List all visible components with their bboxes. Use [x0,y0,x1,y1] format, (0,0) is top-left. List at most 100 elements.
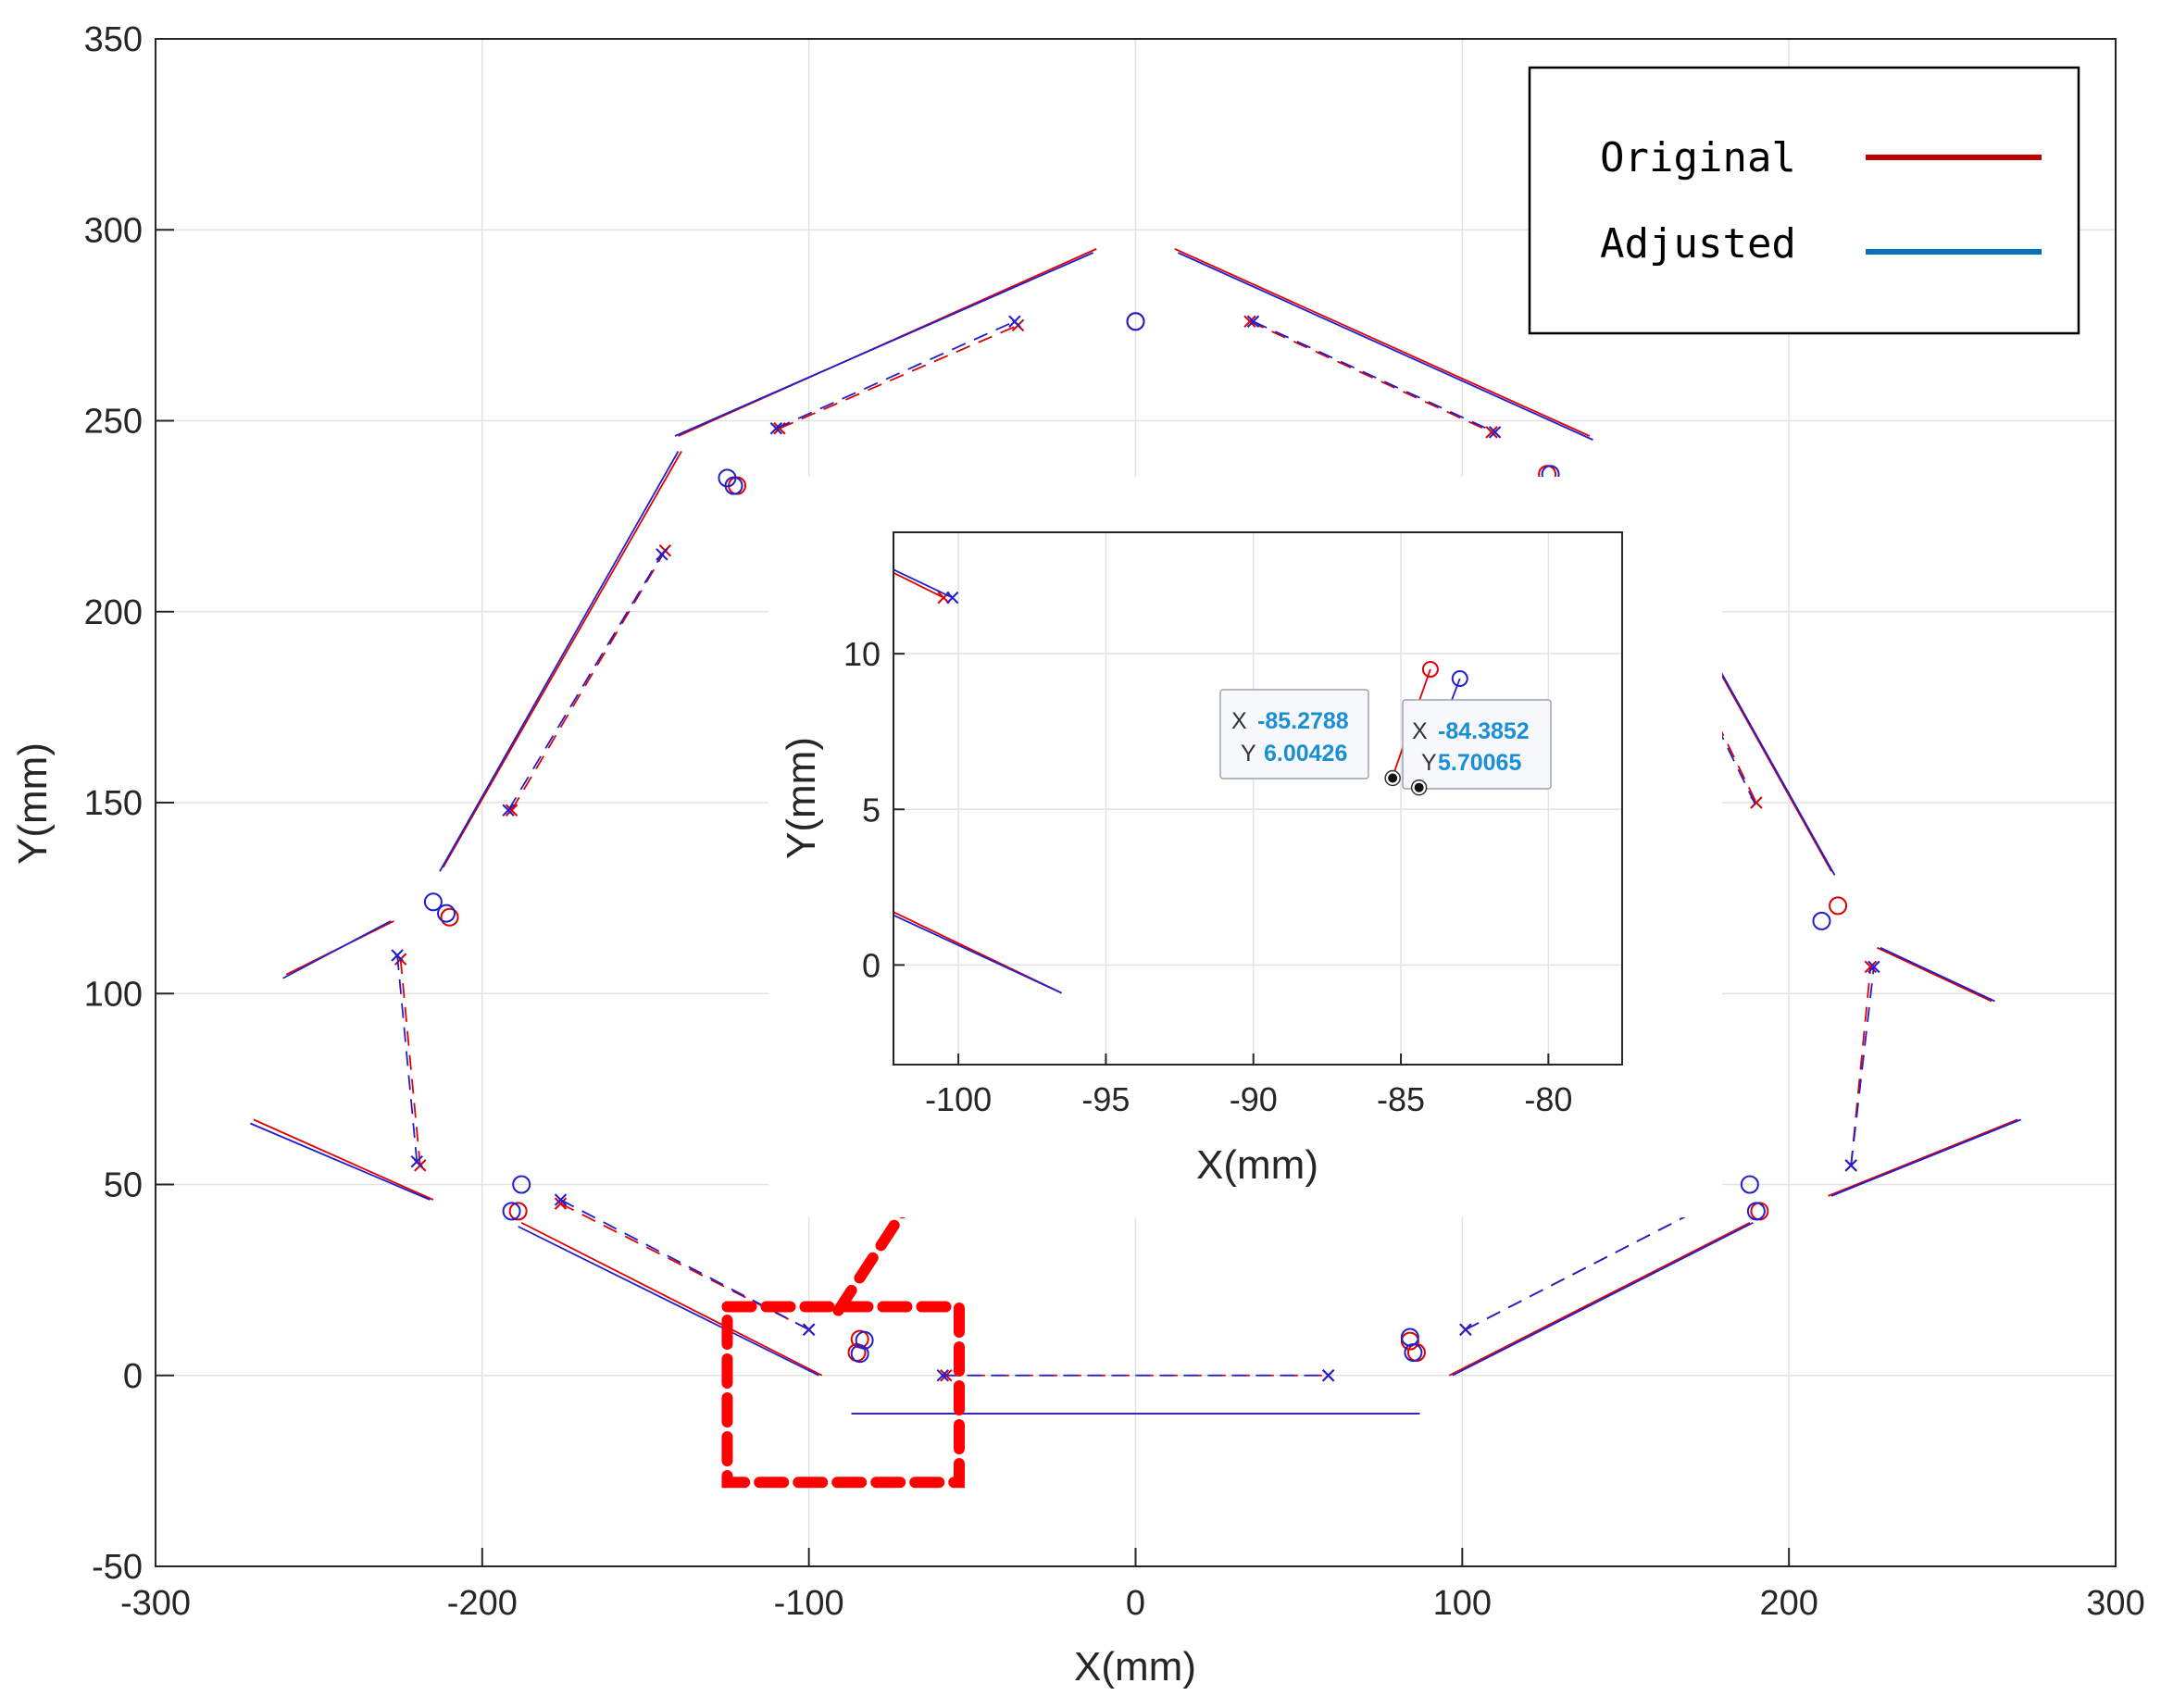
datatip-adjusted-x-key: X [1412,718,1428,744]
adjusted-circle-marker [512,1175,531,1194]
adjusted-dashed-segment [396,954,418,1162]
adjusted-cross-marker [1459,1323,1472,1336]
adjusted-solid-segment [674,252,1093,437]
adjusted-dashed-segment [1716,726,1757,807]
main-y-tick-label: 300 [84,211,143,250]
inset-original-cross-marker [937,591,950,605]
inset-adjusted-segment [893,568,954,599]
inset-adjusted-segment [893,914,1062,994]
datatip-points [1384,769,1428,796]
datatip-adjusted-box [1402,699,1552,790]
inset-axes: -100 -95 -90 -85 -80 0 5 10 X(mm) Y(mm) X -85.… [768,477,1722,1217]
legend: Original Adjusted [1528,66,2080,335]
adjusted-circle-marker [850,1344,869,1364]
inset-y-axis-label: Y(mm) [779,737,824,859]
adjusted-cross-marker [1008,315,1021,328]
adjusted-dashed-segment [1253,320,1495,433]
inset-original-segment [893,571,944,599]
inset-x-tick-label: -100 [925,1080,992,1118]
inset-x-tick-label: -90 [1230,1080,1278,1118]
legend-label-adjusted: Adjusted [1600,220,1796,268]
main-x-ticks: -300 -200 -100 0 100 200 300 [120,1548,2145,1623]
inset-adjusted-circle-marker [1451,670,1468,688]
adjusted-cross-marker [802,1323,816,1336]
original-circle-marker [508,1202,528,1221]
datatip-original-box [1219,689,1369,779]
inset-datatips: X -85.2788 Y 6.00426 X -84.3852 Y 5.7006… [1219,689,1552,796]
main-series [249,248,2022,1415]
inset-y-ticks: 0 5 10 [843,635,905,984]
original-dashed-segment [399,959,421,1166]
series-adjusted [249,252,2022,1415]
datatip-adjusted-x-value: -84.3852 [1438,718,1530,744]
original-solid-segment [1828,1118,2018,1197]
main-y-tick-label: 150 [84,784,143,823]
datatip-original-y-key: Y [1241,741,1256,767]
original-circle-marker [1829,896,1848,916]
datatip-marker-dot[interactable] [1388,773,1398,783]
adjusted-circle-marker [423,892,443,912]
main-x-tick-label: 100 [1433,1584,1492,1623]
main-x-tick-label: -100 [774,1584,844,1623]
datatip-original-x-key: X [1231,708,1247,734]
main-y-tick-label: 350 [84,20,143,59]
original-solid-segment [1174,248,1591,437]
main-y-tick-label: 250 [84,403,143,442]
adjusted-circle-marker [1746,1202,1766,1221]
original-solid-segment [442,451,682,868]
original-dashed-segment [1249,320,1493,433]
original-cross-marker [554,1197,568,1210]
inset-x-axis-label: X(mm) [1196,1142,1318,1188]
datatip-adjusted[interactable]: X -84.3852 Y 5.70065 [1402,699,1552,790]
original-dashed-segment [779,324,1018,430]
original-cross-marker [1864,960,1878,974]
adjusted-dashed-segment [507,554,663,811]
inset-plot-border [893,531,1623,1066]
adjusted-circle-marker [502,1202,521,1221]
adjusted-circle-marker [1404,1343,1423,1362]
adjusted-circle-marker [855,1330,874,1350]
datatip-original-y-value: 6.00426 [1264,741,1347,767]
adjusted-dashed-segment [1850,966,1875,1166]
inset-y-tick-label: 0 [862,946,881,984]
adjusted-circle-marker [1740,1175,1759,1194]
adjusted-solid-segment [1177,252,1593,441]
adjusted-cross-marker [1867,960,1880,974]
legend-box [1528,66,2080,335]
inset-grid [893,532,1622,1065]
original-cross-marker [505,804,518,817]
main-y-tick-label: 200 [84,593,143,632]
main-y-tick-label: 100 [84,975,143,1014]
adjusted-solid-segment [1880,946,1995,1003]
datatip-original[interactable]: X -85.2788 Y 6.00426 [1219,689,1369,779]
inset-x-tick-label: -95 [1081,1080,1130,1118]
inset-adjusted-cross-marker [946,591,959,605]
adjusted-cross-marker [1488,426,1502,439]
main-y-tick-label: 50 [104,1166,143,1205]
main-x-tick-label: -300 [120,1584,191,1623]
inset-plot-area [893,532,1622,1065]
inset-x-ticks: -100 -95 -90 -85 -80 [925,1053,1572,1118]
adjusted-circle-marker [1126,312,1145,331]
main-x-axis-label: X(mm) [1074,1644,1196,1689]
datatip-adjusted-y-key: Y [1421,750,1437,776]
original-dashed-segment [510,550,667,811]
adjusted-cross-marker [391,949,404,962]
adjusted-dashed-segment [776,320,1016,430]
adjusted-cross-marker [656,548,668,561]
adjusted-solid-segment [1452,1221,1754,1377]
legend-label-original: Original [1600,134,1796,181]
original-solid-segment [1448,1221,1751,1377]
original-dashed-segment [1716,721,1757,804]
original-cross-marker [1485,426,1498,439]
original-cross-marker [1243,315,1256,328]
inset-x-tick-label: -85 [1377,1080,1425,1118]
main-x-tick-label: 0 [1126,1584,1145,1623]
datatip-marker-dot[interactable] [1414,782,1424,792]
main-x-tick-label: 300 [2086,1584,2144,1623]
original-solid-segment [253,1118,434,1201]
adjusted-dashed-segment [1465,1203,1711,1331]
adjusted-solid-segment [439,451,680,872]
adjusted-solid-segment [1830,1118,2022,1197]
inset-original-circle-marker [1421,660,1439,678]
